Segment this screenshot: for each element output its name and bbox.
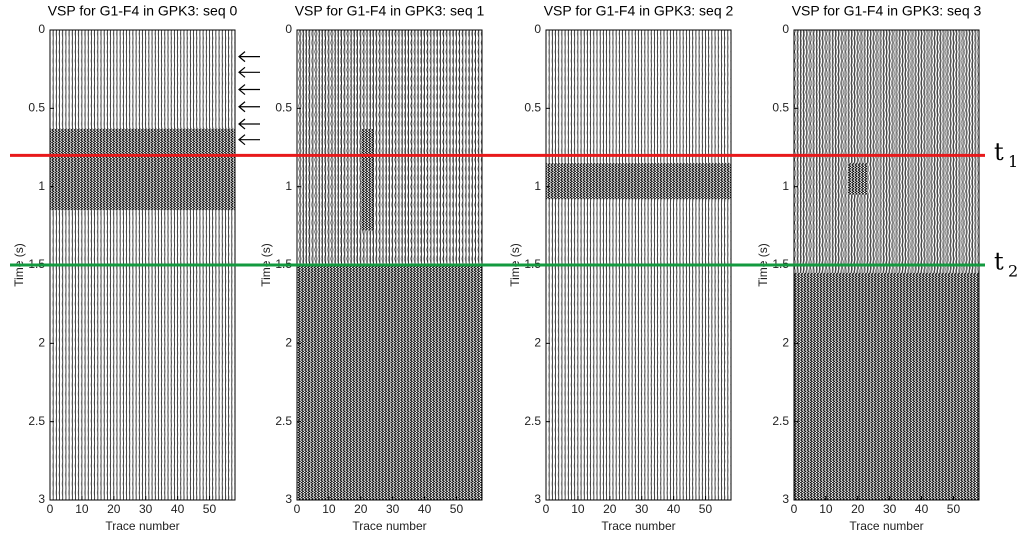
y-tick-label: 0.5	[524, 101, 541, 115]
reflection-band	[848, 163, 868, 195]
y-tick-label: 0	[38, 22, 45, 36]
y-tick-label: 1	[38, 179, 45, 193]
x-tick-label: 10	[322, 502, 336, 516]
x-tick-label: 20	[851, 502, 865, 516]
arrow	[238, 118, 260, 130]
arrow	[238, 101, 260, 113]
y-tick-label: 0.5	[28, 101, 45, 115]
y-tick-label: 3	[782, 492, 789, 506]
y-tick-label: 2.5	[275, 414, 292, 428]
y-tick-label: 3	[38, 492, 45, 506]
x-tick-label: 20	[354, 502, 368, 516]
panel-title: VSP for G1-F4 in GPK3: seq 3	[792, 3, 982, 19]
reflection-band	[297, 265, 482, 500]
x-tick-label: 10	[75, 502, 89, 516]
panel-title: VSP for G1-F4 in GPK3: seq 1	[295, 3, 485, 19]
arrow	[238, 51, 260, 63]
x-tick-label: 10	[819, 502, 833, 516]
y-tick-label: 2	[782, 336, 789, 350]
y-tick-label: 2.5	[28, 414, 45, 428]
y-tick-label: 3	[534, 492, 541, 506]
reflection-band	[546, 163, 731, 200]
x-tick-label: 40	[667, 502, 681, 516]
x-tick-label: 40	[418, 502, 432, 516]
reflection-band	[50, 128, 235, 211]
x-tick-label: 20	[603, 502, 617, 516]
y-tick-label: 0	[782, 22, 789, 36]
y-tick-label: 1	[285, 179, 292, 193]
x-axis-label: Trace number	[849, 519, 923, 533]
marker-subscript: 1	[1008, 152, 1018, 171]
panel-title: VSP for G1-F4 in GPK3: seq 2	[544, 3, 734, 19]
x-tick-label: 50	[450, 502, 464, 516]
x-tick-label: 20	[107, 502, 121, 516]
y-tick-label: 0.5	[772, 101, 789, 115]
y-tick-label: 2	[285, 336, 292, 350]
y-tick-label: 2.5	[524, 414, 541, 428]
x-tick-label: 30	[635, 502, 649, 516]
y-tick-label: 0	[285, 22, 292, 36]
y-tick-label: 0	[534, 22, 541, 36]
y-tick-label: 3	[285, 492, 292, 506]
marker-label: t	[994, 138, 1004, 166]
x-tick-label: 30	[386, 502, 400, 516]
panel-title: VSP for G1-F4 in GPK3: seq 0	[48, 3, 238, 19]
reflection-band	[360, 128, 374, 231]
x-tick-label: 10	[571, 502, 585, 516]
x-tick-label: 30	[139, 502, 153, 516]
reflection-band	[794, 272, 979, 500]
x-tick-label: 30	[883, 502, 897, 516]
x-tick-label: 50	[203, 502, 217, 516]
y-tick-label: 2	[38, 336, 45, 350]
arrow	[238, 134, 260, 146]
x-tick-label: 40	[171, 502, 185, 516]
x-tick-label: 40	[915, 502, 929, 516]
x-tick-label: 0	[47, 502, 54, 516]
x-axis-label: Trace number	[105, 519, 179, 533]
x-tick-label: 0	[543, 502, 550, 516]
x-tick-label: 0	[294, 502, 301, 516]
x-tick-label: 0	[791, 502, 798, 516]
x-axis-label: Trace number	[601, 519, 675, 533]
y-tick-label: 1	[782, 179, 789, 193]
x-axis-label: Trace number	[352, 519, 426, 533]
y-tick-label: 1	[534, 179, 541, 193]
marker-subscript: 2	[1008, 262, 1018, 281]
y-tick-label: 2	[534, 336, 541, 350]
x-tick-label: 50	[947, 502, 961, 516]
y-tick-label: 0.5	[275, 101, 292, 115]
arrow	[238, 84, 260, 95]
x-tick-label: 50	[699, 502, 713, 516]
y-tick-label: 2.5	[772, 414, 789, 428]
marker-label: t	[994, 248, 1004, 276]
arrow	[238, 66, 260, 78]
